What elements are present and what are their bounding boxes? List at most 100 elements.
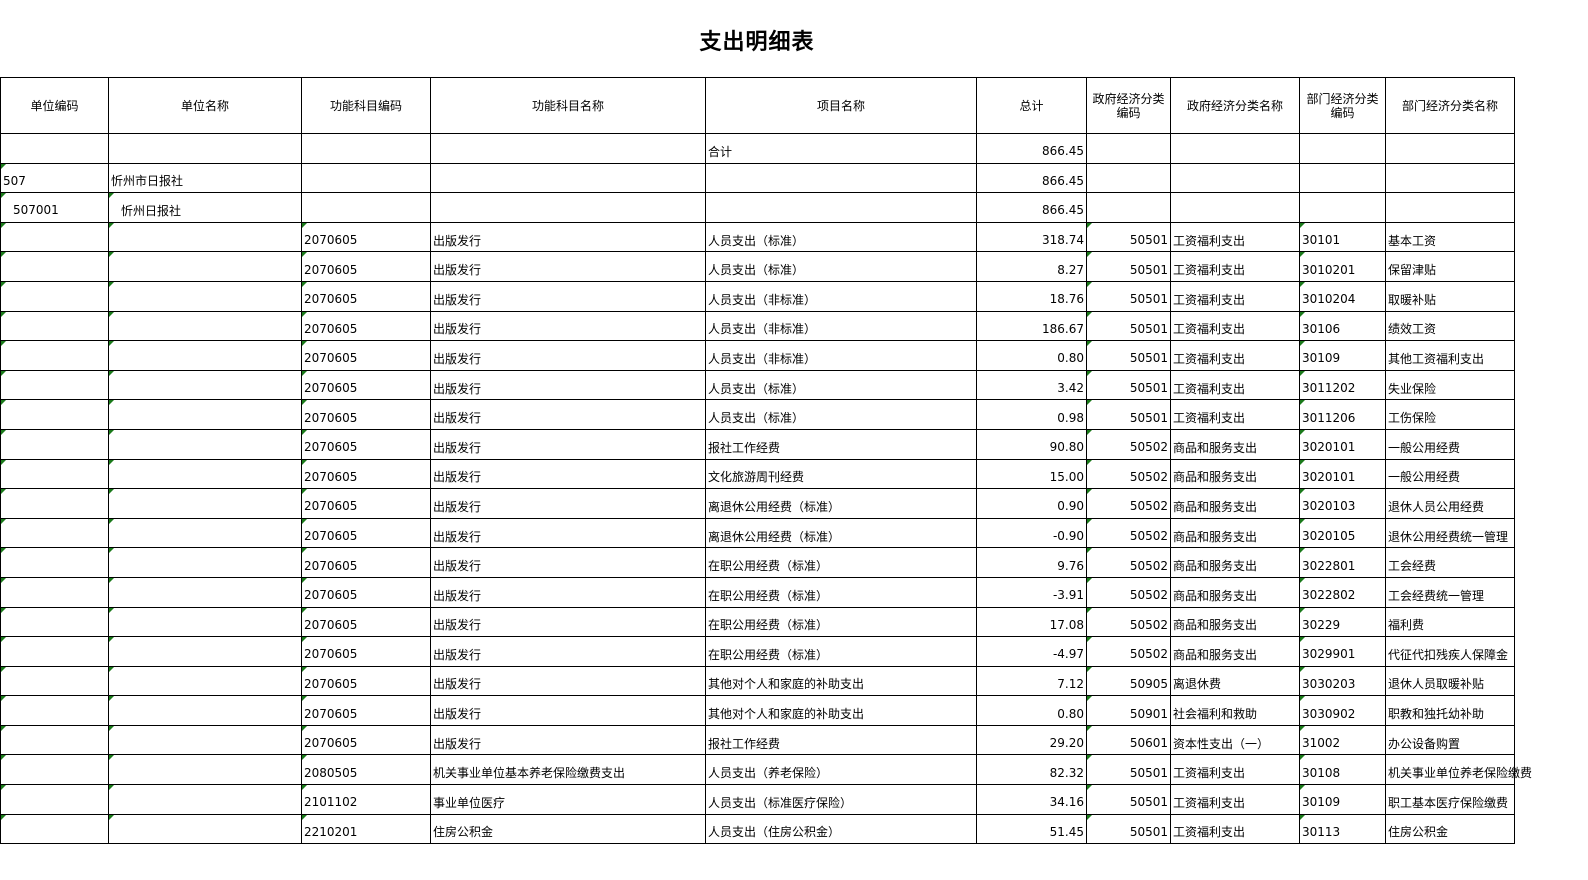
cell-unit-code[interactable]: [0, 310, 109, 342]
cell-unit-name[interactable]: [108, 606, 302, 638]
cell-unit-code[interactable]: [0, 369, 109, 401]
cell-dept-econ-code[interactable]: 30101: [1299, 221, 1386, 253]
cell-dept-econ-code[interactable]: 3020101: [1299, 458, 1386, 490]
cell-dept-econ-code[interactable]: 30106: [1299, 310, 1386, 342]
cell-dept-econ-code[interactable]: 30229: [1299, 606, 1386, 638]
cell-function-name[interactable]: 出版发行: [430, 606, 706, 638]
cell-unit-name[interactable]: [108, 428, 302, 460]
cell-function-name[interactable]: 出版发行: [430, 488, 706, 519]
cell-function-code[interactable]: 2070605: [301, 695, 431, 726]
cell-function-code[interactable]: 2070605: [301, 606, 431, 638]
cell-gov-econ-code[interactable]: 50501: [1086, 221, 1171, 253]
cell-dept-econ-name[interactable]: 取暖补贴: [1385, 280, 1515, 312]
cell-function-code[interactable]: 2080505: [301, 754, 431, 786]
cell-gov-econ-name[interactable]: 商品和服务支出: [1170, 606, 1300, 638]
cell-function-code[interactable]: 2070605: [301, 488, 431, 519]
cell-gov-econ-name[interactable]: 工资福利支出: [1170, 221, 1300, 253]
cell-function-code[interactable]: 2070605: [301, 517, 431, 549]
cell-unit-code[interactable]: [0, 724, 109, 756]
cell-unit-name[interactable]: [108, 221, 302, 253]
cell-unit-code[interactable]: [0, 340, 109, 371]
cell-dept-econ-code[interactable]: 3020101: [1299, 428, 1386, 460]
cell-project-name[interactable]: 离退休公用经费（标准）: [705, 517, 977, 549]
cell-dept-econ-code[interactable]: 3030902: [1299, 695, 1386, 726]
cell-function-code[interactable]: 2070605: [301, 576, 431, 608]
cell-project-name[interactable]: 其他对个人和家庭的补助支出: [705, 665, 977, 697]
cell-dept-econ-code[interactable]: 30109: [1299, 340, 1386, 371]
cell-function-code[interactable]: 2070605: [301, 280, 431, 312]
cell-gov-econ-name[interactable]: 工资福利支出: [1170, 784, 1300, 815]
cell-dept-econ-code[interactable]: 30108: [1299, 754, 1386, 786]
cell-dept-econ-code[interactable]: 3011202: [1299, 369, 1386, 401]
cell-dept-econ-name[interactable]: 退休人员取暖补贴: [1385, 665, 1515, 697]
cell-unit-code[interactable]: [0, 754, 109, 786]
cell-gov-econ-code[interactable]: 50502: [1086, 576, 1171, 608]
cell-unit-code[interactable]: [0, 636, 109, 667]
cell-function-code[interactable]: 2070605: [301, 428, 431, 460]
cell-total[interactable]: 90.80: [976, 428, 1087, 460]
cell-dept-econ-code[interactable]: 3030203: [1299, 665, 1386, 697]
cell-gov-econ-name[interactable]: 资本性支出（一）: [1170, 724, 1300, 756]
cell-project-name[interactable]: 人员支出（养老保险）: [705, 754, 977, 786]
cell-project-name[interactable]: [705, 162, 977, 194]
cell-gov-econ-code[interactable]: 50501: [1086, 784, 1171, 815]
cell-project-name[interactable]: 其他对个人和家庭的补助支出: [705, 695, 977, 726]
cell-dept-econ-name[interactable]: 工会经费统一管理: [1385, 576, 1515, 608]
cell-function-name[interactable]: [430, 192, 706, 223]
cell-function-code[interactable]: [301, 133, 431, 164]
cell-dept-econ-name[interactable]: 福利费: [1385, 606, 1515, 638]
cell-gov-econ-code[interactable]: 50501: [1086, 280, 1171, 312]
cell-dept-econ-name[interactable]: 一般公用经费: [1385, 428, 1515, 460]
cell-dept-econ-code[interactable]: [1299, 192, 1386, 223]
cell-unit-code[interactable]: [0, 399, 109, 430]
cell-gov-econ-code[interactable]: 50501: [1086, 340, 1171, 371]
cell-function-code[interactable]: 2070605: [301, 547, 431, 578]
cell-gov-econ-code[interactable]: 50501: [1086, 369, 1171, 401]
cell-dept-econ-name[interactable]: 职工基本医疗保险缴费: [1385, 784, 1515, 815]
cell-function-name[interactable]: 事业单位医疗: [430, 784, 706, 815]
cell-gov-econ-code[interactable]: 50502: [1086, 636, 1171, 667]
cell-dept-econ-name[interactable]: [1385, 162, 1515, 194]
cell-total[interactable]: 7.12: [976, 665, 1087, 697]
cell-unit-code[interactable]: 507: [0, 162, 109, 194]
cell-function-code[interactable]: 2070605: [301, 369, 431, 401]
cell-function-name[interactable]: 住房公积金: [430, 813, 706, 845]
cell-gov-econ-name[interactable]: 商品和服务支出: [1170, 517, 1300, 549]
cell-dept-econ-name[interactable]: 住房公积金: [1385, 813, 1515, 845]
cell-function-name[interactable]: 出版发行: [430, 251, 706, 282]
cell-gov-econ-name[interactable]: 商品和服务支出: [1170, 488, 1300, 519]
cell-unit-code[interactable]: [0, 517, 109, 549]
cell-total[interactable]: 9.76: [976, 547, 1087, 578]
cell-unit-name[interactable]: [108, 399, 302, 430]
cell-total[interactable]: 3.42: [976, 369, 1087, 401]
cell-gov-econ-code[interactable]: 50501: [1086, 251, 1171, 282]
cell-function-code[interactable]: 2070605: [301, 340, 431, 371]
cell-total[interactable]: 0.98: [976, 399, 1087, 430]
cell-project-name[interactable]: 人员支出（标准）: [705, 399, 977, 430]
cell-total[interactable]: 866.45: [976, 192, 1087, 223]
cell-dept-econ-code[interactable]: 30109: [1299, 784, 1386, 815]
cell-gov-econ-name[interactable]: [1170, 133, 1300, 164]
cell-dept-econ-code[interactable]: 3029901: [1299, 636, 1386, 667]
cell-function-name[interactable]: 出版发行: [430, 340, 706, 371]
cell-function-code[interactable]: [301, 162, 431, 194]
cell-dept-econ-code[interactable]: 3020105: [1299, 517, 1386, 549]
cell-gov-econ-name[interactable]: 工资福利支出: [1170, 340, 1300, 371]
cell-project-name[interactable]: 人员支出（非标准）: [705, 340, 977, 371]
cell-dept-econ-name[interactable]: 工会经费: [1385, 547, 1515, 578]
cell-function-name[interactable]: 出版发行: [430, 310, 706, 342]
cell-unit-name[interactable]: [108, 251, 302, 282]
cell-total[interactable]: 34.16: [976, 784, 1087, 815]
cell-unit-code[interactable]: [0, 221, 109, 253]
cell-dept-econ-code[interactable]: 3011206: [1299, 399, 1386, 430]
cell-unit-name[interactable]: [108, 636, 302, 667]
cell-unit-name[interactable]: [108, 813, 302, 845]
cell-project-name[interactable]: 合计: [705, 133, 977, 164]
cell-total[interactable]: 186.67: [976, 310, 1087, 342]
cell-dept-econ-name[interactable]: 保留津贴: [1385, 251, 1515, 282]
cell-unit-name[interactable]: [108, 369, 302, 401]
cell-gov-econ-code[interactable]: 50502: [1086, 428, 1171, 460]
cell-unit-code[interactable]: [0, 576, 109, 608]
cell-function-name[interactable]: 出版发行: [430, 665, 706, 697]
cell-project-name[interactable]: [705, 192, 977, 223]
